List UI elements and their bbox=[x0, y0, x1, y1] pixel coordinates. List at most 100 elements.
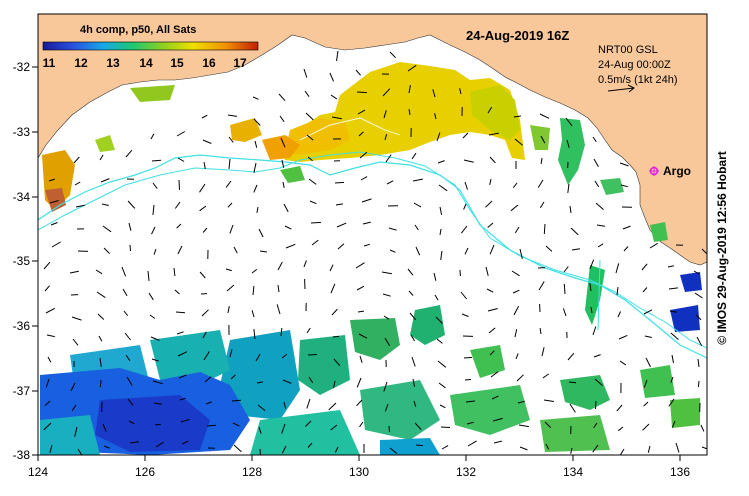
lon-axis: 124 126 128 130 132 134 136 bbox=[28, 455, 690, 479]
current-vector bbox=[203, 351, 210, 361]
lon-tick-label: 124 bbox=[28, 465, 48, 479]
current-vector bbox=[280, 327, 283, 337]
current-vector bbox=[407, 64, 417, 72]
current-vector bbox=[332, 335, 340, 338]
current-vector bbox=[150, 336, 160, 341]
current-vector bbox=[668, 398, 675, 407]
current-vector bbox=[589, 259, 595, 270]
current-vector bbox=[594, 180, 600, 188]
current-vector bbox=[121, 266, 127, 277]
current-vector bbox=[511, 270, 520, 277]
current-vector bbox=[701, 248, 707, 255]
current-vector bbox=[178, 179, 180, 191]
current-vector bbox=[407, 268, 414, 276]
coast-contour bbox=[299, 117, 401, 141]
current-vector bbox=[225, 180, 232, 188]
current-vector bbox=[231, 399, 242, 402]
current-vector bbox=[148, 292, 154, 301]
current-vector bbox=[641, 263, 648, 271]
current-vector bbox=[513, 115, 521, 118]
current-vector bbox=[356, 399, 363, 407]
current-vector bbox=[563, 283, 566, 295]
current-vector bbox=[282, 379, 292, 384]
current-vector bbox=[102, 423, 107, 432]
current-vector bbox=[487, 222, 494, 228]
current-vector bbox=[152, 182, 158, 189]
current-vector bbox=[74, 426, 78, 437]
lon-tick-label: 128 bbox=[242, 465, 262, 479]
current-vector bbox=[695, 314, 702, 321]
current-vector bbox=[488, 327, 496, 334]
current-vector bbox=[70, 382, 76, 392]
current-vector bbox=[229, 349, 233, 358]
current-vector bbox=[619, 162, 629, 167]
current-vector bbox=[643, 401, 649, 407]
current-vector bbox=[311, 239, 319, 246]
current-vector bbox=[356, 377, 362, 388]
current-vector bbox=[127, 398, 134, 406]
current-vector bbox=[696, 336, 703, 347]
current-vector bbox=[126, 376, 133, 386]
current-vector bbox=[363, 243, 370, 247]
current-vector bbox=[73, 156, 80, 164]
current-vector bbox=[467, 440, 477, 447]
current-vector bbox=[252, 96, 259, 100]
current-vector bbox=[514, 226, 520, 234]
current-vector bbox=[337, 243, 345, 250]
current-vector bbox=[280, 137, 286, 148]
current-vector bbox=[227, 114, 237, 117]
current-vector bbox=[441, 445, 449, 450]
current-vector bbox=[670, 332, 679, 340]
track-line bbox=[597, 259, 601, 331]
current-vector bbox=[336, 222, 347, 228]
current-vector bbox=[99, 357, 102, 367]
current-vector bbox=[203, 161, 206, 169]
current-vector bbox=[408, 290, 414, 296]
current-vector bbox=[360, 176, 368, 181]
current-vector bbox=[464, 181, 468, 190]
current-vector bbox=[307, 442, 313, 448]
current-vector bbox=[489, 350, 495, 356]
current-vector bbox=[199, 183, 206, 193]
current-vector bbox=[518, 424, 529, 428]
current-vector bbox=[382, 88, 391, 97]
lat-tick-label: -37 bbox=[13, 384, 31, 398]
current-vector bbox=[362, 221, 371, 225]
current-vector bbox=[205, 401, 212, 405]
current-vectors bbox=[43, 50, 707, 455]
current-vector bbox=[540, 135, 546, 144]
current-vector bbox=[697, 380, 700, 388]
current-vector bbox=[649, 242, 658, 249]
current-vector bbox=[181, 440, 189, 445]
current-vector bbox=[253, 118, 261, 126]
current-vector bbox=[693, 270, 700, 275]
current-vector bbox=[440, 426, 451, 428]
current-vector bbox=[512, 289, 520, 294]
current-vector bbox=[597, 243, 604, 248]
current-vector bbox=[201, 309, 209, 317]
current-vector bbox=[173, 267, 176, 277]
current-vector bbox=[642, 287, 648, 293]
lon-tick-label: 132 bbox=[456, 465, 476, 479]
current-vector bbox=[152, 380, 163, 385]
current-vector bbox=[328, 402, 337, 411]
lat-tick-label: -35 bbox=[13, 254, 31, 268]
current-vector bbox=[147, 270, 150, 281]
current-vector bbox=[357, 310, 364, 313]
current-vector bbox=[566, 139, 570, 148]
current-vector bbox=[415, 246, 421, 256]
current-vector bbox=[517, 400, 525, 404]
current-vector bbox=[668, 287, 678, 290]
current-vector bbox=[259, 448, 261, 455]
current-vector bbox=[414, 422, 422, 430]
current-vector bbox=[229, 224, 234, 234]
colorbar: 4h comp, p50, All Sats 11 12 13 14 15 16… bbox=[43, 24, 259, 70]
current-vector bbox=[538, 281, 545, 291]
current-vector bbox=[615, 263, 620, 274]
current-vector bbox=[462, 132, 469, 139]
current-vector bbox=[617, 426, 624, 432]
current-vector bbox=[153, 248, 157, 255]
current-vector bbox=[251, 268, 258, 274]
current-vector bbox=[485, 200, 493, 208]
sst-patches bbox=[40, 62, 702, 455]
